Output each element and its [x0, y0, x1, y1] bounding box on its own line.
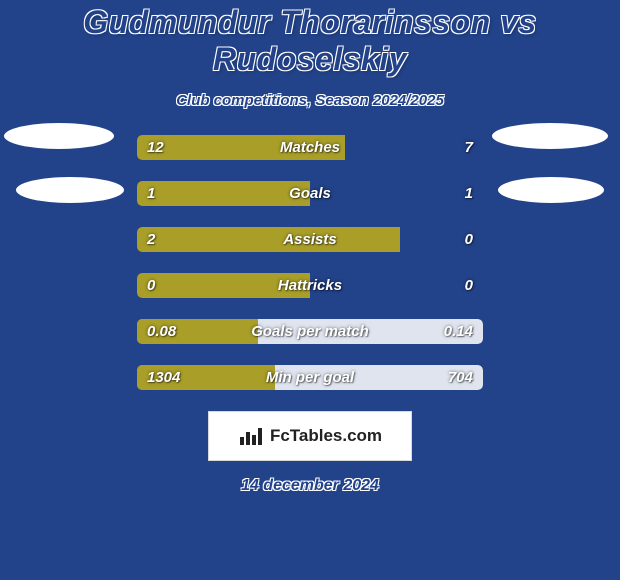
player-placeholder [498, 177, 604, 203]
stat-bar-right [345, 135, 483, 160]
page-subtitle: Club competitions, Season 2024/2025 [0, 92, 620, 109]
page-title: Gudmundur Thorarinsson vs Rudoselskiy [0, 4, 620, 78]
stat-row: 11Goals [137, 181, 483, 206]
brand-badge[interactable]: FcTables.com [208, 411, 412, 461]
stat-row: 00Hattricks [137, 273, 483, 298]
stat-row: 1304704Min per goal [137, 365, 483, 390]
stat-row: 0.080.14Goals per match [137, 319, 483, 344]
comparison-card: Gudmundur Thorarinsson vs Rudoselskiy Cl… [0, 0, 620, 580]
player-placeholder [492, 123, 608, 149]
date-label: 14 december 2024 [0, 477, 620, 495]
stat-bar-right [310, 181, 483, 206]
stat-bar-left [137, 365, 275, 390]
chart-icon [238, 425, 264, 447]
stat-bar-left [137, 227, 400, 252]
stat-bar-left [137, 181, 310, 206]
stat-row: 127Matches [137, 135, 483, 160]
stat-rows: 127Matches 11Goals 20Assists 00Hattricks 0.0… [0, 135, 620, 390]
stat-bar-left [137, 273, 310, 298]
brand-text: FcTables.com [270, 426, 382, 446]
stat-bar-right [310, 273, 483, 298]
player-placeholder [4, 123, 114, 149]
stat-bar-left [137, 135, 345, 160]
stat-bar-right [400, 227, 483, 252]
stat-row: 20Assists [137, 227, 483, 252]
stat-bar-left [137, 319, 258, 344]
player-placeholder [16, 177, 124, 203]
